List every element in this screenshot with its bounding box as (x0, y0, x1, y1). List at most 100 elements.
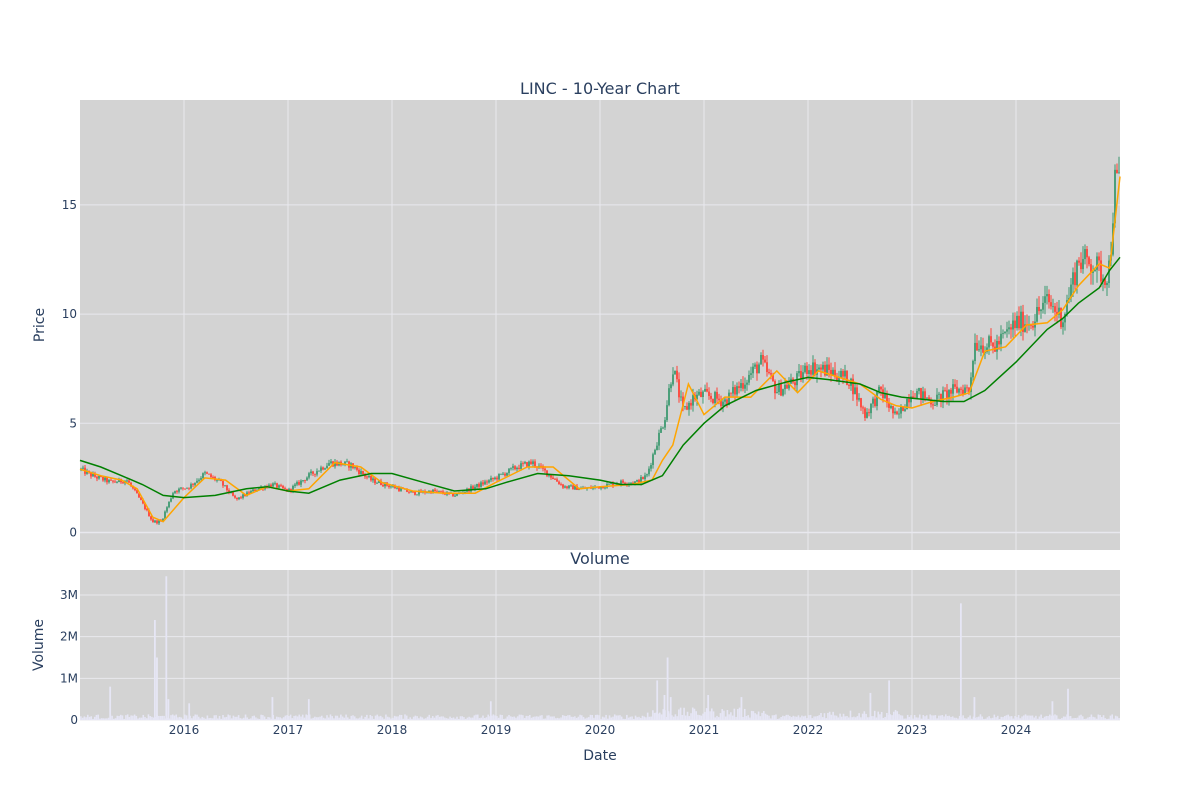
volume-bar (1099, 714, 1101, 720)
candle-body (258, 488, 260, 490)
volume-bar (237, 715, 240, 720)
moving-average-long-line (79, 256, 1121, 499)
candle-body (788, 383, 790, 389)
candle-body (318, 470, 320, 472)
volume-bar (731, 715, 734, 720)
volume-bar (1009, 716, 1011, 720)
volume-bar (376, 714, 379, 720)
candle-body (136, 490, 138, 494)
volume-bar (293, 715, 295, 720)
candle-body (678, 379, 680, 398)
volume-bar (317, 717, 320, 720)
volume-bar (487, 714, 489, 720)
candle-body (546, 470, 548, 476)
candle-body (400, 488, 402, 491)
volume-bar (423, 718, 425, 720)
date-x-tick-label: 2020 (585, 723, 616, 737)
volume-bar (835, 715, 838, 720)
candle-body (574, 485, 576, 490)
candle-body (958, 388, 960, 393)
candle-body (512, 466, 514, 468)
candle-body (246, 492, 248, 497)
candle-body (1078, 260, 1080, 263)
candle-body (528, 461, 530, 467)
volume-bar (156, 657, 158, 720)
volume-bar (1057, 718, 1060, 720)
candle-body (656, 445, 658, 450)
volume-bar (145, 718, 148, 720)
volume-bar (478, 718, 481, 720)
candle-body (110, 479, 112, 481)
candle-body (388, 485, 390, 488)
candle-body (970, 377, 972, 392)
volume-bar (445, 718, 448, 720)
volume-bar (601, 716, 604, 720)
volume-bar (271, 697, 274, 720)
volume-bar (442, 716, 444, 720)
candle-body (282, 485, 284, 489)
volume-bar (542, 718, 545, 720)
candle-body (398, 487, 400, 491)
candle-body (870, 403, 872, 414)
volume-bar (111, 715, 113, 720)
volume-bar (307, 699, 310, 720)
volume-bar (773, 715, 775, 720)
volume-bar (927, 718, 930, 720)
candle-body (976, 342, 978, 351)
volume-bar (229, 715, 231, 720)
volume-bar (847, 717, 850, 720)
volume-bar (452, 717, 455, 720)
volume-bar (355, 718, 358, 720)
volume-bar (173, 715, 176, 720)
volume-bar (520, 714, 522, 720)
volume-bar (135, 715, 138, 720)
volume-bar (322, 717, 325, 720)
volume-bar (834, 715, 836, 720)
candle-body (198, 479, 200, 481)
candle-body (974, 342, 976, 361)
volume-bar (568, 715, 571, 720)
volume-bar (865, 713, 867, 720)
volume-bar (215, 715, 217, 720)
candle-body (552, 477, 554, 479)
candle-body (802, 372, 804, 379)
volume-bar (171, 714, 174, 720)
volume-bar (83, 716, 86, 720)
volume-bar (867, 717, 869, 720)
candle-body (358, 469, 360, 475)
candle-body (722, 401, 724, 407)
volume-bar (367, 718, 370, 720)
volume-bar (435, 715, 437, 720)
candle-body (200, 478, 202, 480)
candle-body (972, 360, 974, 378)
volume-bar (163, 715, 165, 720)
candle-body (752, 366, 754, 374)
candle-body (98, 475, 100, 479)
volume-bar (990, 718, 992, 720)
volume-bar (645, 717, 647, 720)
candle-body (178, 488, 180, 492)
volume-bar (530, 717, 533, 720)
volume-bar (641, 715, 644, 720)
price-axis-title: Price (32, 308, 48, 342)
volume-bar (660, 714, 663, 720)
candle-body (646, 474, 648, 476)
volume-bar (593, 717, 595, 720)
volume-y-tick-label: 0 (70, 713, 78, 727)
volume-bar (1080, 714, 1082, 720)
volume-axis-title: Volume (31, 619, 47, 671)
volume-bar (662, 709, 665, 720)
candle-body (620, 480, 622, 485)
candle-body (820, 367, 822, 370)
candle-body (1000, 333, 1002, 345)
candle-body (682, 396, 684, 407)
candle-body (126, 480, 128, 482)
volume-bar (395, 716, 398, 720)
volume-bar (1005, 715, 1008, 720)
volume-bar (636, 717, 639, 720)
volume-bar (151, 716, 153, 720)
candle-body (780, 383, 782, 396)
volume-bar (246, 717, 249, 720)
volume-bar (1010, 716, 1013, 720)
volume-bar (931, 715, 933, 720)
